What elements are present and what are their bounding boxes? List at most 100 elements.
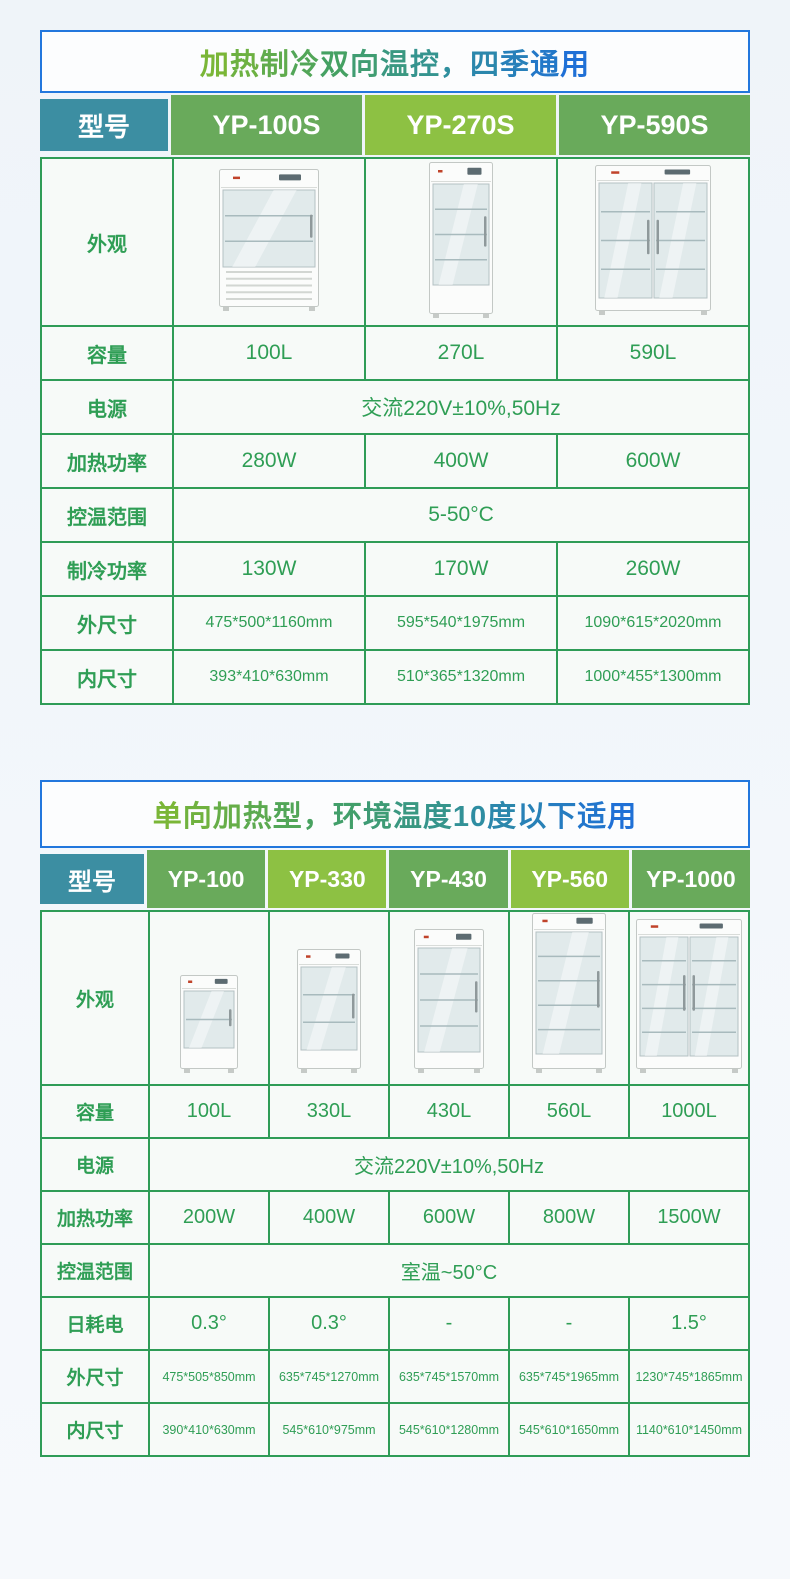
model-header-yp-100: YP-100 xyxy=(147,850,266,908)
table-title-banner: 加热制冷双向温控，四季通用 xyxy=(40,30,750,93)
spec-value: 560L xyxy=(508,1084,630,1139)
title-char: 向 xyxy=(349,48,380,81)
row-label: 加热功率 xyxy=(40,1190,150,1245)
spec-row: 控温范围 室温~50°C xyxy=(40,1243,750,1298)
spec-value: 1000*455*1300mm xyxy=(556,649,750,705)
title-char: 度 xyxy=(487,801,518,833)
row-label: 加热功率 xyxy=(40,433,174,489)
spec-value: 400W xyxy=(364,433,558,489)
spec-table: 外观 容量 100L 330L 430L 560L 1000L 电源 交流220V±10%,50… xyxy=(40,910,750,1457)
appearance-row: 外观 xyxy=(40,157,750,327)
spec-value: 100L xyxy=(148,1084,270,1139)
appearance-cell xyxy=(508,910,630,1086)
spec-value: 0.3° xyxy=(148,1296,270,1351)
title-char: 热 xyxy=(242,801,273,833)
table-title: 加热制冷双向温控，四季通用 xyxy=(200,41,590,83)
spec-value: 0.3° xyxy=(268,1296,390,1351)
spec-value: 1090*615*2020mm xyxy=(556,595,750,651)
spec-value-span: 5-50°C xyxy=(172,487,750,543)
spec-value-span: 室温~50°C xyxy=(148,1243,750,1298)
spec-value: 100L xyxy=(172,325,366,381)
appearance-cell xyxy=(148,910,270,1086)
dual-heating-cooling-spec-table: 加热制冷双向温控，四季通用 型号 YP-100S YP-270S YP-590S 外观… xyxy=(40,30,750,705)
model-header-row: 型号 YP-100S YP-270S YP-590S xyxy=(40,95,750,155)
title-char: 境 xyxy=(362,801,393,833)
spec-value: 170W xyxy=(364,541,558,597)
spec-value: 393*410*630mm xyxy=(172,649,366,705)
title-char: 四 xyxy=(470,48,501,81)
model-column-header: 型号 xyxy=(40,854,144,904)
appearance-cell xyxy=(364,157,558,327)
spec-value: - xyxy=(508,1296,630,1351)
model-header-row: 型号 YP-100 YP-330 YP-430 YP-560 YP-1000 xyxy=(40,850,751,908)
spec-table: 外观 容量 100L 270L 590L 电源 交流220V±10%,50Hz 加热功率 280… xyxy=(40,157,750,705)
product-image-yp-100s xyxy=(219,168,319,311)
spec-value: 130W xyxy=(172,541,366,597)
model-header-yp-270s: YP-270S xyxy=(365,95,556,155)
spec-value: 635*745*1270mm xyxy=(268,1349,390,1404)
model-header-yp-100s: YP-100S xyxy=(171,95,362,155)
spec-value: 475*505*850mm xyxy=(148,1349,270,1404)
title-char: 通 xyxy=(530,48,561,81)
title-char: 向 xyxy=(182,801,213,833)
spec-value: 1230*745*1865mm xyxy=(628,1349,750,1404)
title-char: 单 xyxy=(152,801,183,833)
row-label: 电源 xyxy=(40,1137,150,1192)
title-char: 环 xyxy=(332,801,363,833)
spec-value: 430L xyxy=(388,1084,510,1139)
spec-value: 595*540*1975mm xyxy=(364,595,558,651)
row-label: 控温范围 xyxy=(40,1243,150,1298)
spec-value: 280W xyxy=(172,433,366,489)
row-label: 外尺寸 xyxy=(40,1349,150,1404)
row-label: 控温范围 xyxy=(40,487,174,543)
spec-value-span: 交流220V±10%,50Hz xyxy=(172,379,750,435)
row-label-appearance: 外观 xyxy=(40,157,174,327)
title-char: 度 xyxy=(422,801,453,833)
spec-value: 600W xyxy=(388,1190,510,1245)
title-char: 下 xyxy=(547,801,578,833)
row-label: 内尺寸 xyxy=(40,1402,150,1457)
row-label: 电源 xyxy=(40,379,174,435)
spec-row: 内尺寸 390*410*630mm 545*610*975mm 545*610*128… xyxy=(40,1402,750,1457)
title-char: 温 xyxy=(392,801,423,833)
spec-value: 200W xyxy=(148,1190,270,1245)
spec-row: 控温范围 5-50°C xyxy=(40,487,750,543)
title-char: 以 xyxy=(517,801,548,833)
spec-value-span: 交流220V±10%,50Hz xyxy=(148,1137,750,1192)
appearance-cell xyxy=(388,910,510,1086)
model-header-yp-1000: YP-1000 xyxy=(631,850,751,908)
title-char: 冷 xyxy=(289,48,320,81)
row-label: 外尺寸 xyxy=(40,595,174,651)
row-label: 日耗电 xyxy=(40,1296,150,1351)
row-label: 制冷功率 xyxy=(40,541,174,597)
title-char: 适 xyxy=(577,801,608,833)
product-image-yp-590s xyxy=(595,164,711,315)
spec-row: 内尺寸 393*410*630mm 510*365*1320mm 1000*455*1… xyxy=(40,649,750,705)
spec-value: 545*610*1650mm xyxy=(508,1402,630,1457)
row-label: 内尺寸 xyxy=(40,649,174,705)
spec-value: 390*410*630mm xyxy=(148,1402,270,1457)
title-char: 双 xyxy=(319,48,350,81)
appearance-cell xyxy=(628,910,750,1086)
model-header-yp-330: YP-330 xyxy=(268,850,387,908)
title-char: 型 xyxy=(272,801,303,833)
title-char: 0 xyxy=(470,801,488,833)
spec-value: 635*745*1570mm xyxy=(388,1349,510,1404)
spec-value: 545*610*975mm xyxy=(268,1402,390,1457)
appearance-row: 外观 xyxy=(40,910,750,1086)
table-title-banner: 单向加热型，环境温度10度以下适用 xyxy=(40,780,750,848)
spec-row: 日耗电 0.3° 0.3° - -1.5° xyxy=(40,1296,750,1351)
spec-value: 475*500*1160mm xyxy=(172,595,366,651)
product-image-yp-1000 xyxy=(636,919,742,1073)
title-char: 控 xyxy=(410,48,441,81)
product-image-yp-560 xyxy=(532,913,606,1073)
spec-value: 800W xyxy=(508,1190,630,1245)
spec-value: 590L xyxy=(556,325,750,381)
heating-only-spec-table: 单向加热型，环境温度10度以下适用 型号 YP-100 YP-330 YP-430 YP… xyxy=(40,780,751,1457)
spec-row: 电源 交流220V±10%,50Hz xyxy=(40,379,750,435)
model-header-yp-590s: YP-590S xyxy=(559,95,750,155)
product-image-yp-330 xyxy=(297,949,361,1073)
spec-row: 外尺寸 475*505*850mm 635*745*1270mm 635*745*15… xyxy=(40,1349,750,1404)
spec-value: - xyxy=(388,1296,510,1351)
row-label: 容量 xyxy=(40,325,174,381)
